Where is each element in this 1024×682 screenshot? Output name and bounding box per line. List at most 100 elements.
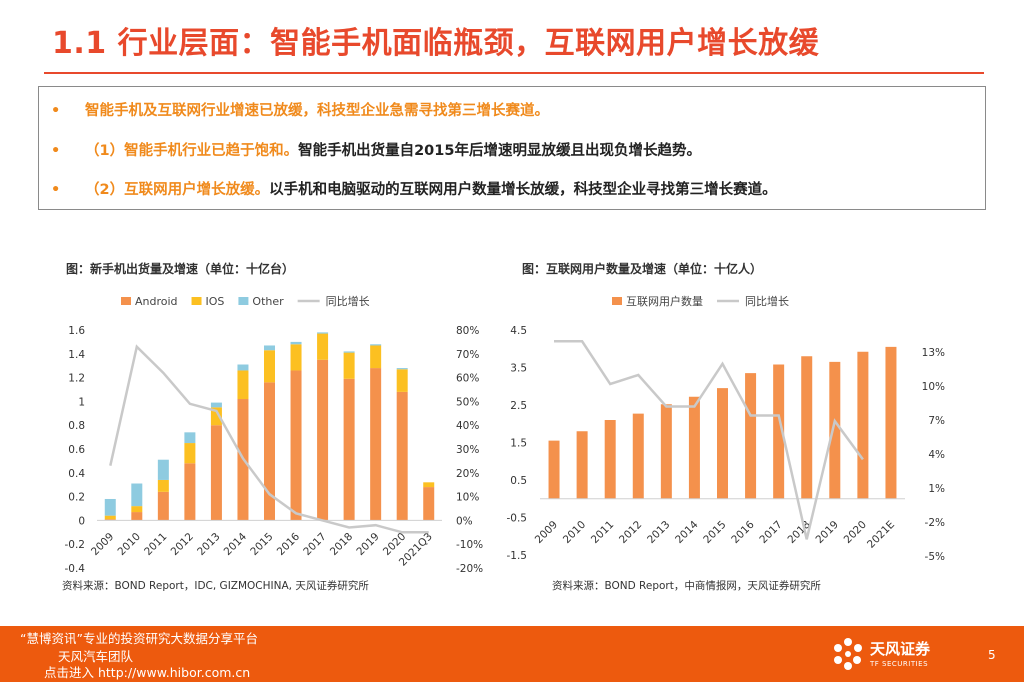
bar-互联网用户数量 [548,440,560,499]
footer-bar: “慧博资讯”专业的投资研究大数据分享平台 天风汽车团队 点击进入 http://… [0,626,1024,682]
y-left-tick-label: 0.5 [510,475,527,487]
page-number: 5 [988,648,996,662]
bullet-dot: • [51,103,61,119]
y-left-tick-label: -0.4 [65,563,86,575]
bar-Other [184,432,196,444]
bar-Android [290,370,302,521]
chart2-caption: 图：互联网用户数量及增速（单位：十亿人） [522,262,763,276]
y-left-tick-label: -1.5 [507,550,528,562]
y-left-tick-label: -0.2 [65,539,86,551]
x-tick-label: 2014 [673,518,701,546]
chart1-source: 资料来源：BOND Report，IDC, GIZMOCHINA, 天风证券研究… [62,580,369,592]
bar-Android [131,512,143,521]
x-tick-label: 2012 [617,519,644,546]
y-left-tick-label: 0.4 [68,468,85,480]
legend-swatch [612,297,622,305]
bar-Other [343,351,355,353]
y-left-tick-label: 0 [78,515,85,527]
y-left-tick-label: 4.5 [510,325,527,337]
bar-Other [264,345,275,351]
legend-label: 互联网用户数量 [626,294,703,308]
bar-互联网用户数量 [717,388,728,499]
x-tick-label: 2016 [729,518,757,546]
bullet-highlight: （2）互联网用户增长放缓。 [85,182,270,198]
y-right-tick-label: 1% [928,483,945,495]
y-left-tick-label: 0.2 [68,492,85,504]
bar-IOS [210,407,222,426]
bar-Other [290,341,302,345]
y-right-tick-label: 30% [456,444,479,456]
title-divider [44,72,984,74]
y-left-tick-label: 1.5 [510,438,527,450]
bar-IOS [131,506,143,513]
y-left-tick-label: 1.4 [68,349,85,361]
legend-label: Other [252,295,284,308]
logo-name: 天风证券 [870,640,931,658]
flower-logo-icon [834,638,862,670]
chart-shipments: 1.6 1.4 1.2 1 0.8 0.6 0.4 0.2 0 -0.2 -0.4 80% 70% 60%… [65,294,484,575]
bar-Other [396,368,408,370]
y-left-tick-label: 0.6 [68,444,85,456]
x-tick-label: 2011 [589,519,616,546]
bar-Android [317,359,329,521]
legend-swatch [191,297,202,305]
bullet-3: • （2）互联网用户增长放缓。以手机和电脑驱动的互联网用户数量增长放缓，科技型企业… [51,178,777,199]
y-right-tick-label: 10% [456,492,479,504]
bar-互联网用户数量 [829,361,841,499]
x-tick-label: 2018 [328,531,355,558]
x-tick-label: 2009 [89,531,116,558]
bar-Android [210,425,222,521]
chart2-source: 资料来源：BOND Report，中商情报网，天风证券研究所 [552,580,821,592]
legend-swatch [238,297,249,305]
bullet-1: • 智能手机及互联网行业增速已放缓，科技型企业急需寻找第三增长赛道。 [51,99,549,120]
bar-Other [104,498,116,516]
bar-互联网用户数量 [745,373,757,499]
bar-Android [343,378,355,521]
bar-Other [131,483,143,507]
y-left-tick-label: 2.5 [510,400,527,412]
bar-IOS [290,344,302,371]
x-tick-label: 2017 [757,519,784,546]
bar-互联网用户数量 [773,364,785,499]
bullet-text: 智能手机出货量自2015年后增速明显放缓且出现负增长趋势。 [298,143,701,159]
x-tick-label: 2010 [561,519,588,546]
bar-IOS [370,345,382,369]
x-tick-label: 2015 [248,531,275,558]
y-right-tick-label: 0% [456,515,473,527]
bar-IOS [396,369,408,392]
bar-Android [104,519,116,521]
footer-link[interactable]: 点击进入 http://www.hibor.com.cn [44,665,251,680]
bullet-highlight: 智能手机及互联网行业增速已放缓，科技型企业急需寻找第三增长赛道。 [85,103,549,119]
bar-互联网用户数量 [857,351,869,499]
bar-互联网用户数量 [576,431,588,499]
bar-Android [184,463,196,521]
bullet-dot: • [51,182,61,198]
legend-swatch [121,297,131,305]
y-right-tick-label: 50% [456,396,479,408]
footer-tagline: “慧博资讯”专业的投资研究大数据分享平台 [20,631,258,646]
x-tick-label: 2019 [354,531,381,558]
y-left-tick-label: 1.2 [68,373,85,385]
bullet-dot: • [51,143,61,159]
legend-label: 同比增长 [326,294,370,308]
bar-Other [237,364,249,371]
summary-box: • 智能手机及互联网行业增速已放缓，科技型企业急需寻找第三增长赛道。 • （1）智能… [38,86,986,210]
chart1-caption: 图：新手机出货量及增速（单位：十亿台） [66,262,295,276]
growth-line [554,340,864,540]
bullet-text: 以手机和电脑驱动的互联网用户数量增长放缓，科技型企业寻找第三增长赛道。 [269,182,777,198]
growth-line [109,344,429,534]
x-tick-label: 2016 [275,530,303,558]
bar-互联网用户数量 [885,346,897,499]
page-title: 1.1 行业层面：智能手机面临瓶颈，互联网用户增长放缓 [52,26,820,61]
y-right-tick-label: -20% [456,563,483,575]
brand-logo: 天风证券 TF SECURITIES [830,632,970,676]
y-right-tick-label: 70% [456,349,479,361]
x-tick-label: 2021E [865,519,897,551]
bar-IOS [317,333,329,360]
bar-IOS [264,350,275,383]
x-tick-label: 2014 [222,530,250,558]
bar-互联网用户数量 [604,420,616,499]
x-tick-label: 2013 [195,531,222,558]
x-tick-label: 2010 [116,531,143,558]
y-right-tick-label: -10% [456,539,483,551]
